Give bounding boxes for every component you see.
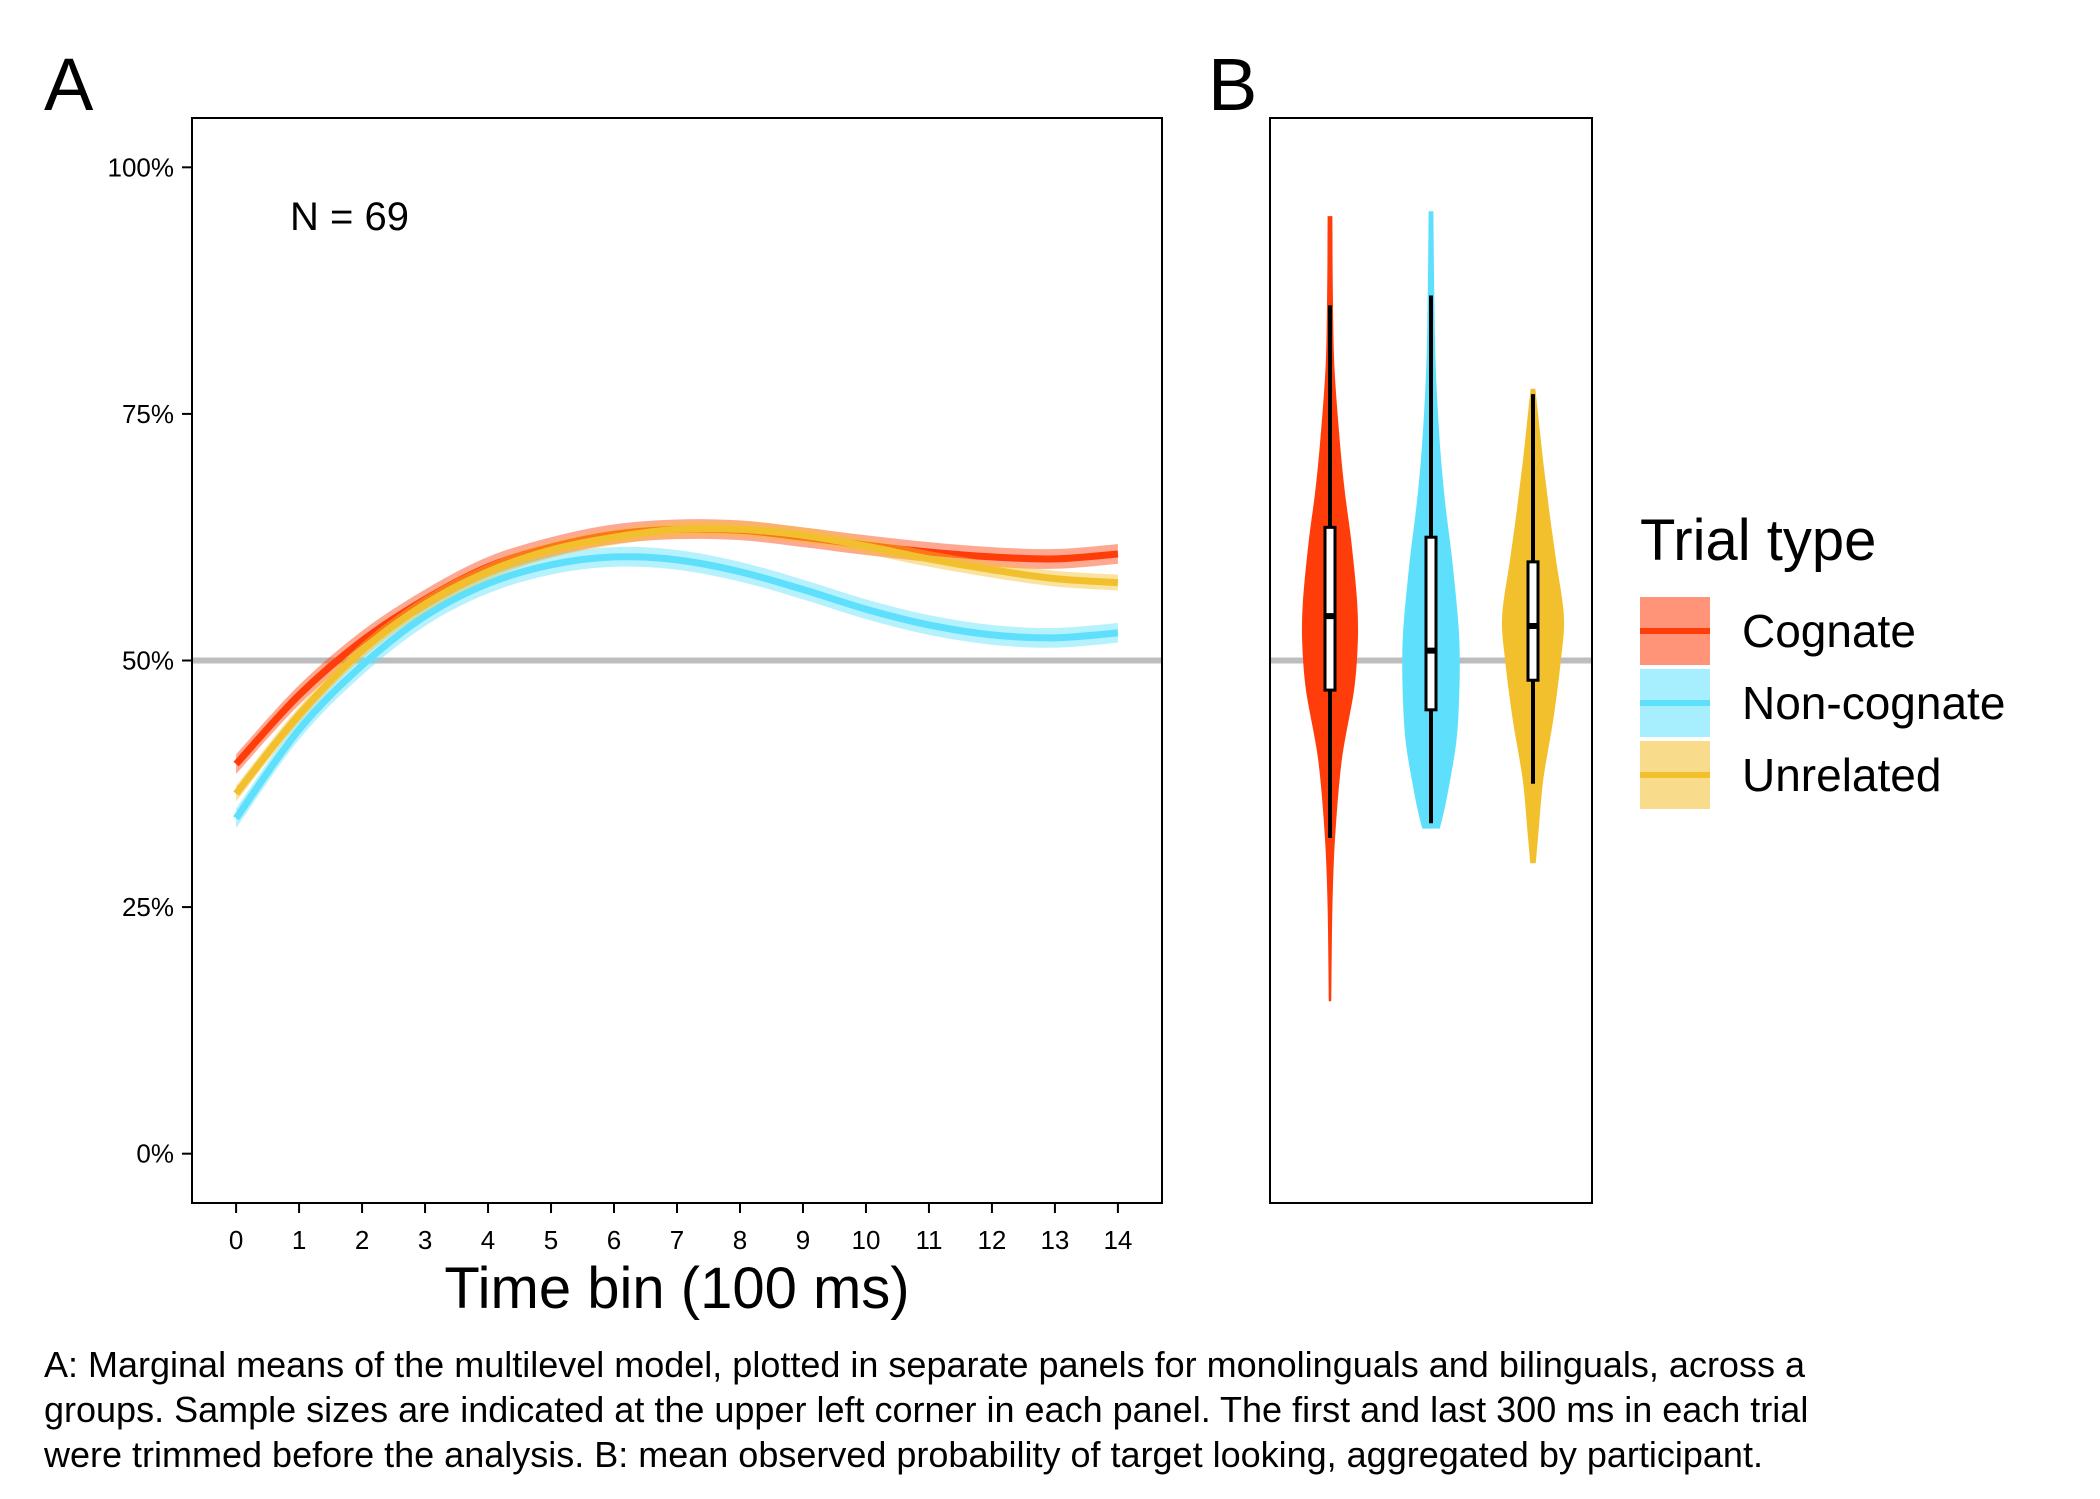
- x-tick-label: 13: [1040, 1225, 1069, 1255]
- x-tick-label: 11: [915, 1225, 942, 1255]
- y-tick-label: 100%: [108, 152, 175, 182]
- panel-b-label: B: [1208, 43, 1257, 126]
- panel-b-plot: [1269, 117, 1593, 1204]
- panel-a-plot: 0%25%50%75%100% 0 1 2 3 4 5 6 7 8 9 10 11 12 13 14 N =…: [108, 117, 1163, 1321]
- legend: Trial type Cognate Non-cognate Unrelated: [1640, 508, 2005, 809]
- x-tick-label: 7: [670, 1225, 684, 1255]
- x-tick-label: 5: [544, 1225, 558, 1255]
- figure: A B 0%25%50%75%100% 0 1 2 3 4 5 6 7 8 9 10 11 12 13 14…: [44, 43, 2005, 1321]
- legend-item-non-cognate: Non-cognate: [1640, 669, 2005, 737]
- x-tick-label: 10: [852, 1225, 881, 1255]
- panel-a-label: A: [44, 43, 94, 126]
- x-tick-label: 14: [1103, 1225, 1132, 1255]
- x-tick-label: 1: [292, 1225, 306, 1255]
- caption-line-2: groups. Sample sizes are indicated at th…: [44, 1389, 1809, 1430]
- y-tick-label: 50%: [122, 646, 174, 676]
- ci-band-non-cognate: [236, 546, 1118, 829]
- y-tick-label: 25%: [122, 892, 174, 922]
- figure-caption: A: Marginal means of the multilevel mode…: [44, 1342, 2094, 1477]
- legend-title: Trial type: [1640, 508, 1876, 573]
- caption-line-1: A: Marginal means of the multilevel mode…: [44, 1344, 1805, 1385]
- y-tick-label: 75%: [122, 399, 174, 429]
- legend-label-cognate: Cognate: [1742, 605, 1916, 657]
- x-tick-label: 8: [733, 1225, 747, 1255]
- legend-item-unrelated: Unrelated: [1640, 741, 1941, 809]
- series-line-unrelated: [233, 524, 1119, 796]
- sample-size-annotation: N = 69: [290, 195, 409, 239]
- legend-item-cognate: Cognate: [1640, 597, 1916, 665]
- x-tick-label: 9: [796, 1225, 810, 1255]
- caption-line-3: were trimmed before the analysis. B: mea…: [44, 1434, 1763, 1475]
- iqr-box-unrelated: [1526, 560, 1540, 682]
- y-tick-label: 0%: [136, 1139, 174, 1169]
- iqr-box-cognate: [1323, 525, 1337, 692]
- legend-label-non-cognate: Non-cognate: [1742, 677, 2005, 729]
- series-line-non-cognate: [233, 553, 1119, 821]
- iqr-box-non-cognate: [1424, 535, 1438, 712]
- x-tick-label: 3: [418, 1225, 432, 1255]
- x-tick-label: 6: [607, 1225, 621, 1255]
- x-tick-label: 0: [229, 1225, 243, 1255]
- legend-label-unrelated: Unrelated: [1742, 749, 1941, 801]
- panel-b-border: [1269, 117, 1593, 1204]
- x-tick-label: 2: [355, 1225, 369, 1255]
- x-tick-label: 4: [481, 1225, 495, 1255]
- ci-band-unrelated: [236, 520, 1118, 802]
- x-axis-title: Time bin (100 ms): [444, 1256, 909, 1321]
- x-tick-label: 12: [977, 1225, 1006, 1255]
